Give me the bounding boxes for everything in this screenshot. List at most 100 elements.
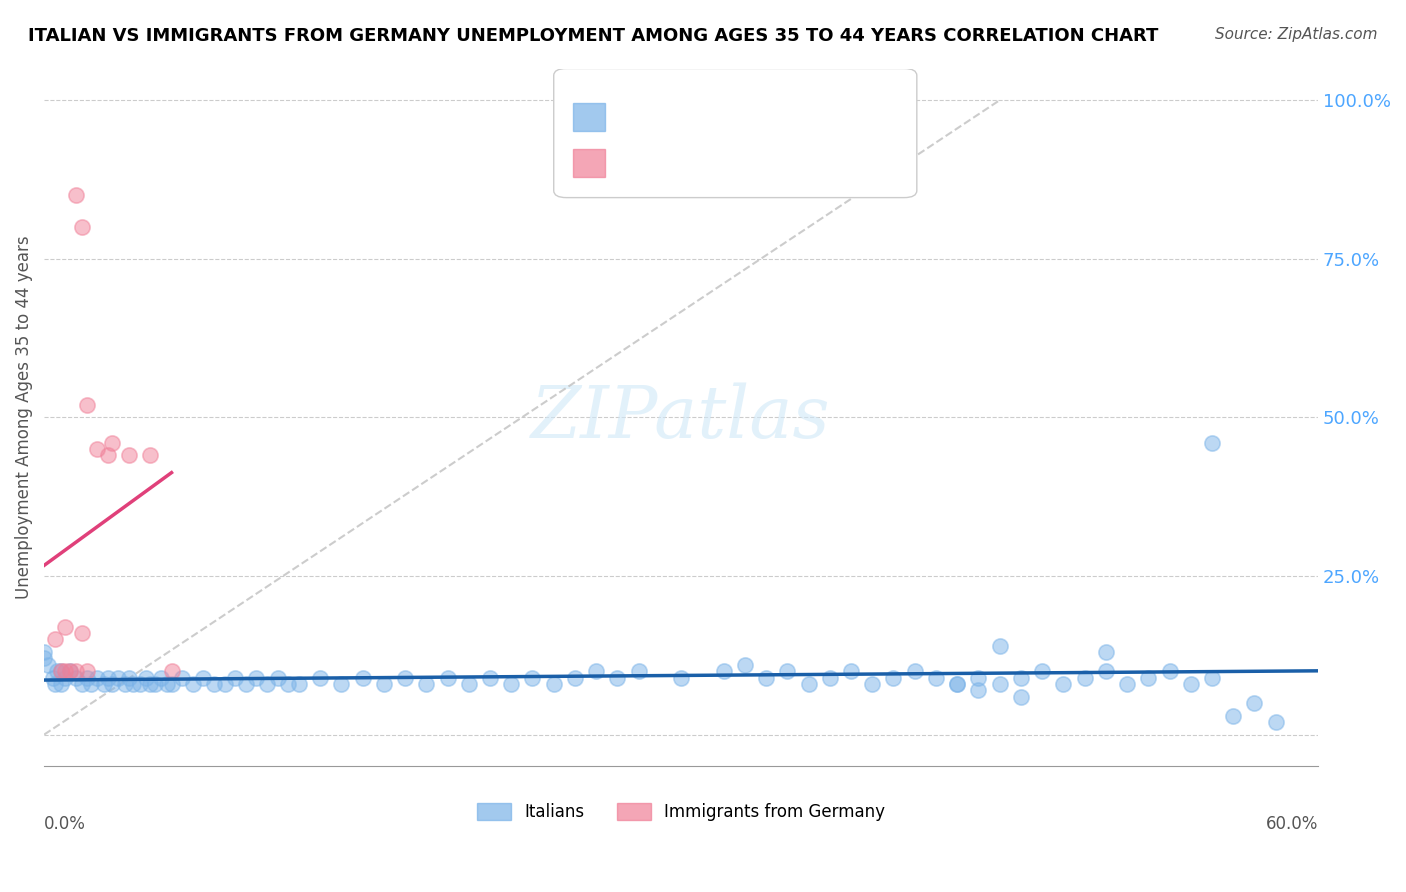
Point — [330, 677, 353, 691]
Point — [1031, 664, 1053, 678]
Point — [882, 671, 904, 685]
Point — [967, 671, 990, 685]
Point — [1094, 645, 1116, 659]
Point — [1243, 696, 1265, 710]
Point — [1010, 671, 1032, 685]
Point — [139, 677, 162, 691]
FancyBboxPatch shape — [554, 69, 917, 198]
Point — [967, 683, 990, 698]
Point — [904, 664, 927, 678]
Point — [49, 664, 72, 678]
Point — [76, 664, 98, 678]
Point — [1201, 435, 1223, 450]
Point — [128, 677, 150, 691]
Point — [80, 677, 103, 691]
Point — [352, 671, 374, 685]
Point — [44, 632, 66, 647]
Point — [58, 664, 80, 678]
Point — [58, 664, 80, 678]
Point — [72, 220, 94, 235]
Point — [818, 671, 841, 685]
Point — [606, 671, 628, 685]
Point — [277, 677, 299, 691]
Point — [118, 671, 141, 685]
Point — [1222, 708, 1244, 723]
Point — [49, 677, 72, 691]
Point — [86, 442, 108, 457]
Point — [1159, 664, 1181, 678]
Point — [44, 677, 66, 691]
Point — [1180, 677, 1202, 691]
Point — [860, 677, 883, 691]
Point — [139, 449, 162, 463]
Point — [1073, 671, 1095, 685]
Point — [1116, 677, 1139, 691]
Point — [713, 664, 735, 678]
Point — [72, 677, 94, 691]
Point — [1264, 714, 1286, 729]
Point — [143, 677, 166, 691]
Point — [436, 671, 458, 685]
Point — [224, 671, 246, 685]
Point — [160, 664, 183, 678]
Point — [669, 671, 692, 685]
Point — [1052, 677, 1074, 691]
FancyBboxPatch shape — [572, 103, 605, 131]
Point — [1010, 690, 1032, 704]
Legend: Italians, Immigrants from Germany: Italians, Immigrants from Germany — [471, 797, 891, 828]
Text: ITALIAN VS IMMIGRANTS FROM GERMANY UNEMPLOYMENT AMONG AGES 35 TO 44 YEARS CORREL: ITALIAN VS IMMIGRANTS FROM GERMANY UNEMP… — [28, 27, 1159, 45]
Point — [797, 677, 820, 691]
Point — [394, 671, 416, 685]
Point — [65, 664, 87, 678]
Point — [101, 435, 124, 450]
Point — [149, 671, 172, 685]
Text: N = 17: N = 17 — [751, 150, 814, 169]
Point — [45, 664, 67, 678]
Point — [988, 639, 1011, 653]
Point — [266, 671, 288, 685]
Point — [415, 677, 437, 691]
Point — [97, 449, 120, 463]
Text: 60.0%: 60.0% — [1265, 815, 1319, 833]
Point — [93, 677, 115, 691]
Point — [256, 677, 278, 691]
Point — [585, 664, 607, 678]
Point — [501, 677, 523, 691]
Point — [53, 620, 76, 634]
Point — [373, 677, 395, 691]
Text: Source: ZipAtlas.com: Source: ZipAtlas.com — [1215, 27, 1378, 42]
Point — [776, 664, 799, 678]
Point — [76, 398, 98, 412]
Point — [543, 677, 565, 691]
Point — [946, 677, 969, 691]
Point — [734, 657, 756, 672]
Point — [522, 671, 544, 685]
Point — [214, 677, 236, 691]
Point — [245, 671, 267, 685]
Point — [202, 677, 225, 691]
Point — [101, 677, 124, 691]
Point — [925, 671, 948, 685]
Y-axis label: Unemployment Among Ages 35 to 44 years: Unemployment Among Ages 35 to 44 years — [15, 235, 32, 599]
Point — [235, 677, 257, 691]
Point — [1094, 664, 1116, 678]
Point — [53, 671, 76, 685]
Point — [172, 671, 194, 685]
Point — [193, 671, 215, 685]
Point — [72, 626, 94, 640]
Point — [309, 671, 332, 685]
Point — [564, 671, 586, 685]
Point — [122, 677, 145, 691]
Point — [288, 677, 311, 691]
Text: N = 91: N = 91 — [751, 105, 814, 123]
Point — [114, 677, 136, 691]
FancyBboxPatch shape — [572, 149, 605, 177]
Point — [32, 645, 55, 659]
Text: R =  0.617: R = 0.617 — [617, 150, 713, 169]
Point — [946, 677, 969, 691]
Point — [988, 677, 1011, 691]
Point — [160, 677, 183, 691]
Point — [1137, 671, 1160, 685]
Point — [65, 188, 87, 202]
Point — [107, 671, 129, 685]
